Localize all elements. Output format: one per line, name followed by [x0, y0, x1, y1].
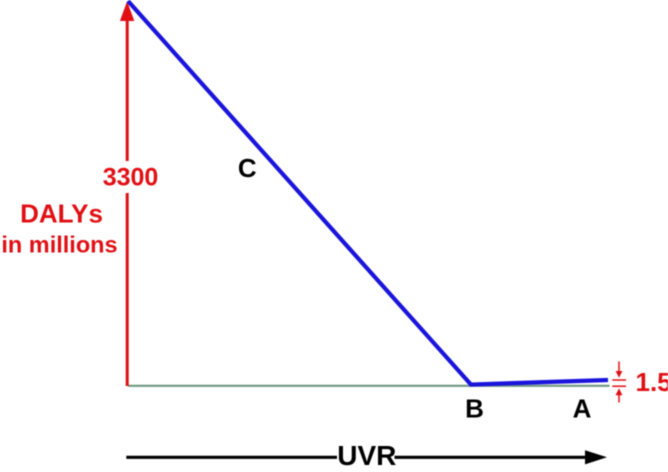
svg-text:A: A [573, 393, 592, 423]
svg-text:UVR: UVR [337, 440, 396, 471]
svg-text:3300: 3300 [103, 164, 159, 192]
svg-text:C: C [238, 153, 257, 183]
svg-text:DALYs: DALYs [20, 199, 103, 229]
svg-text:in millions: in millions [1, 231, 117, 257]
svg-text:B: B [465, 393, 484, 423]
svg-text:1.5: 1.5 [636, 367, 668, 397]
